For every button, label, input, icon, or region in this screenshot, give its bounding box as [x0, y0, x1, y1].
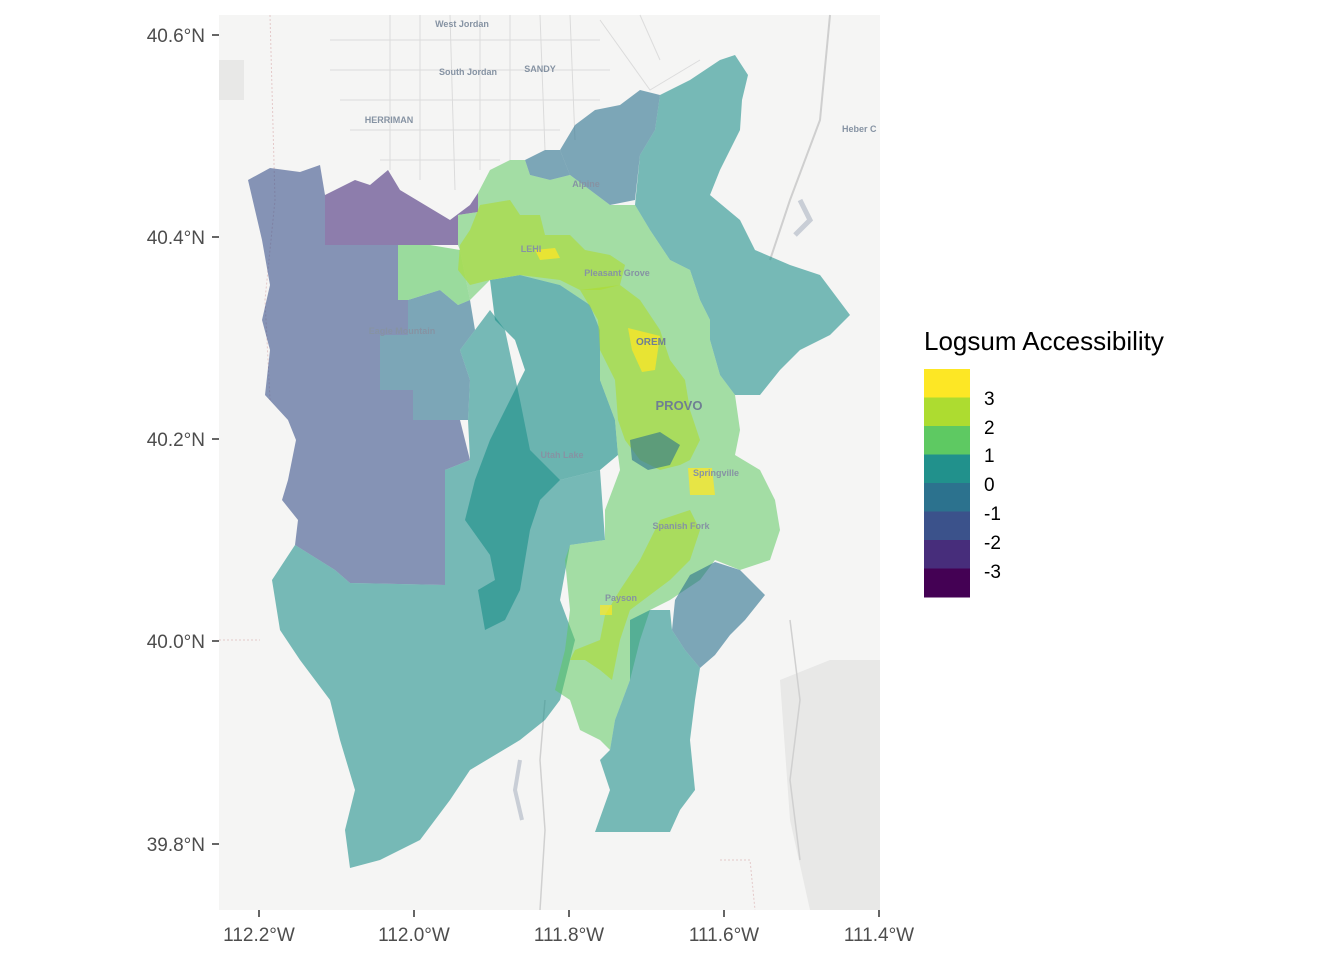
region-north-small	[525, 150, 570, 180]
region-orem-provo-core	[580, 285, 700, 470]
basemap-roads	[219, 14, 831, 911]
label-sandy: SANDY	[524, 64, 556, 74]
land-parcels	[219, 60, 880, 910]
region-eagle-mountain	[380, 290, 475, 420]
legend-swatch	[924, 397, 970, 427]
y-axis: 40.6°N 40.4°N 40.2°N 40.0°N 39.8°N	[147, 26, 219, 856]
y-tick-label: 40.0°N	[147, 632, 205, 653]
label-eagle-mountain: Eagle Mountain	[369, 326, 436, 336]
x-tick-label: 112.2°W	[223, 925, 295, 946]
label-west-jordan: West Jordan	[435, 19, 489, 29]
basemap-place-labels: West Jordan South Jordan SANDY HERRIMAN …	[365, 19, 877, 603]
legend-label: -1	[984, 504, 1001, 525]
legend: Logsum Accessibility 3 2 1 0 -1 -2 -3	[924, 326, 1164, 598]
label-alpine: Alpine	[572, 179, 600, 189]
legend-label: -3	[984, 562, 1001, 583]
legend-label: -2	[984, 533, 1001, 554]
region-east-mountains	[635, 55, 850, 395]
legend-title: Logsum Accessibility	[924, 326, 1164, 356]
region-utah-lake	[465, 275, 618, 630]
legend-colorbar	[924, 369, 970, 598]
region-lehi-corridor	[458, 160, 780, 750]
legend-swatch	[924, 540, 970, 569]
region-alpine-north	[560, 90, 660, 205]
x-axis: 112.2°W 112.0°W 111.8°W 111.6°W 111.4°W	[223, 910, 914, 946]
label-provo: PROVO	[656, 398, 703, 413]
label-south-jordan: South Jordan	[439, 67, 497, 77]
x-tick-label: 112.0°W	[378, 925, 450, 946]
choropleth-regions	[248, 55, 850, 868]
region-west-desert	[248, 165, 470, 585]
label-payson: Payson	[605, 593, 637, 603]
label-heber: Heber C	[842, 124, 877, 134]
legend-label: 2	[984, 418, 995, 439]
region-payson-corridor	[570, 510, 700, 680]
region-spanish-fork-canyon	[672, 562, 765, 668]
region-lehi-center	[458, 200, 625, 290]
region-payson-yellow	[600, 605, 612, 615]
region-provo-canyon-area	[630, 432, 680, 470]
urban-streets	[330, 14, 701, 191]
region-cedar-valley-north	[325, 170, 478, 245]
x-tick-label: 111.4°W	[844, 925, 914, 946]
legend-swatch	[924, 483, 970, 512]
region-springville-center	[688, 468, 715, 495]
region-orem-center	[628, 328, 660, 372]
legend-label: 0	[984, 475, 995, 496]
label-spanish-fork: Spanish Fork	[652, 521, 710, 531]
label-utah-lake: Utah Lake	[540, 450, 583, 460]
legend-label: 3	[984, 389, 995, 410]
x-tick-label: 111.8°W	[534, 925, 604, 946]
legend-swatch	[924, 511, 970, 541]
legend-swatch	[924, 426, 970, 455]
y-tick-label: 40.2°N	[147, 430, 205, 451]
region-lake-west-shore	[398, 245, 470, 305]
label-orem: OREM	[636, 337, 666, 348]
region-south-tail	[595, 610, 700, 832]
label-lehi: LEHI	[521, 244, 542, 254]
legend-swatch	[924, 454, 970, 484]
legend-swatch	[924, 369, 970, 398]
label-springville: Springville	[693, 468, 739, 478]
region-lehi-center-yellow	[535, 248, 560, 260]
label-herriman: HERRIMAN	[365, 115, 414, 125]
x-tick-label: 111.6°W	[689, 925, 759, 946]
y-tick-label: 39.8°N	[147, 835, 205, 856]
legend-label: 1	[984, 446, 995, 467]
y-tick-label: 40.4°N	[147, 228, 205, 249]
y-tick-label: 40.6°N	[147, 26, 205, 47]
legend-swatch	[924, 568, 970, 598]
label-pleasant-grove: Pleasant Grove	[584, 268, 650, 278]
